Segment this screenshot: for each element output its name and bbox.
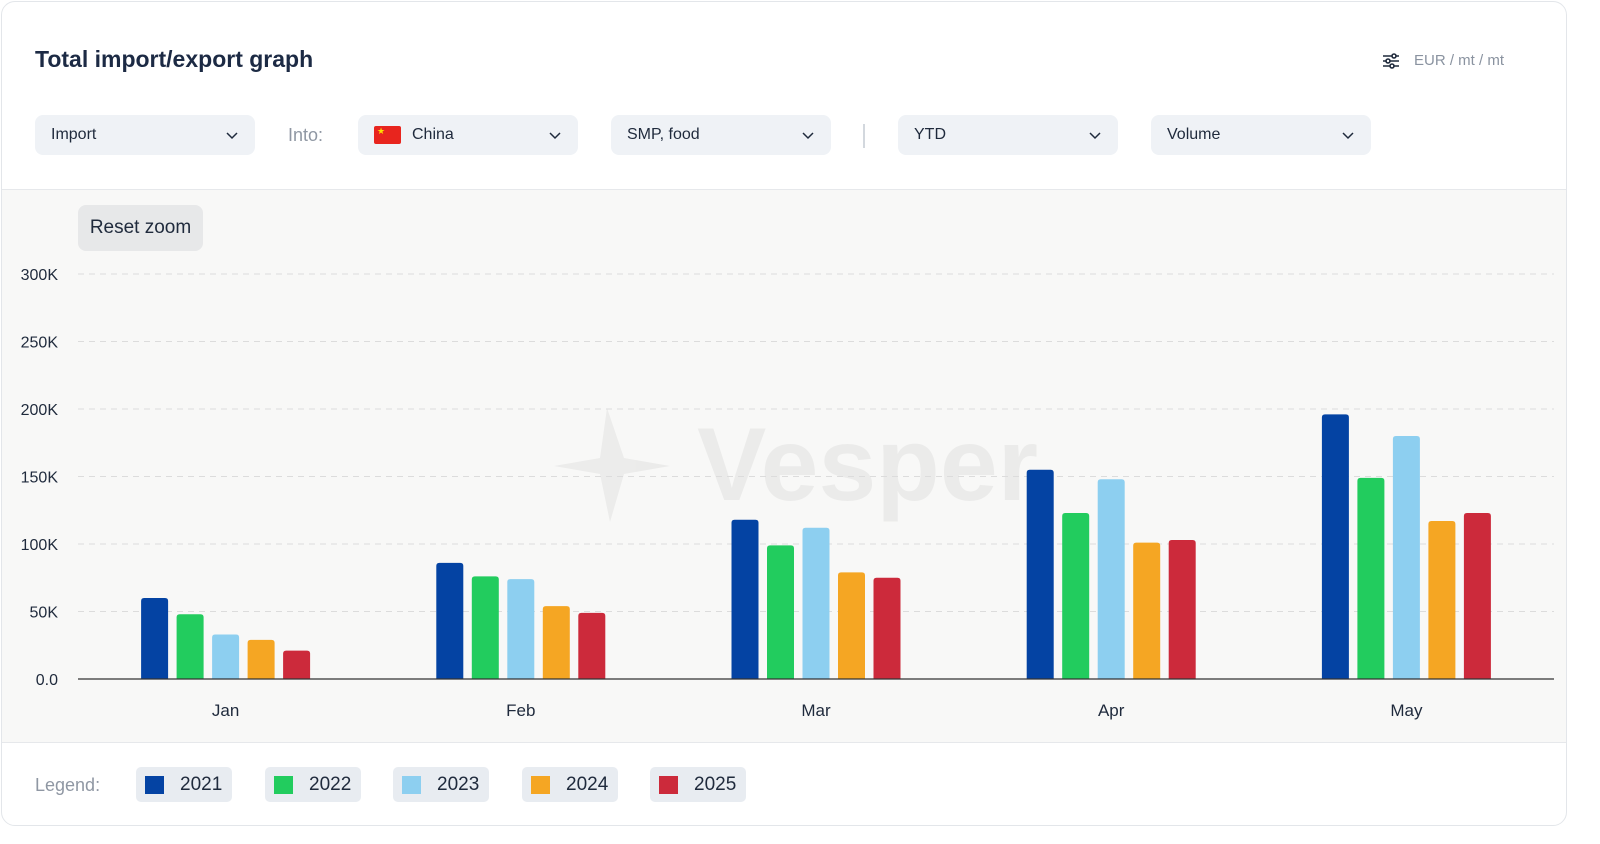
divider	[863, 124, 865, 148]
bar[interactable]	[212, 634, 240, 679]
measure-value: Volume	[1167, 126, 1221, 143]
bar[interactable]	[1463, 512, 1491, 679]
product-select[interactable]: SMP, food	[611, 115, 831, 155]
period-select[interactable]: YTD	[898, 115, 1118, 155]
legend-swatch	[274, 775, 293, 794]
bar[interactable]	[873, 577, 901, 679]
into-label: Into:	[288, 125, 324, 145]
bar[interactable]	[436, 562, 464, 679]
bar[interactable]	[1428, 521, 1456, 679]
y-tick-label: 150K	[21, 470, 59, 487]
watermark-text: Vesper	[697, 407, 1038, 523]
legend-item-2022[interactable]: 2022	[265, 767, 362, 802]
bar[interactable]	[542, 606, 570, 679]
bar[interactable]	[176, 614, 204, 679]
chevron-down-icon	[1342, 132, 1354, 140]
y-tick-label: 0.0	[36, 672, 58, 689]
bar[interactable]	[767, 545, 794, 679]
legend-item-2024[interactable]: 2024	[522, 767, 619, 802]
star-logo-icon	[554, 408, 670, 522]
bar[interactable]	[1133, 542, 1161, 679]
sliders-icon[interactable]	[1382, 52, 1400, 69]
legend-label: 2021	[180, 773, 223, 795]
chevron-down-icon	[802, 132, 814, 140]
legend-item-2023[interactable]: 2023	[393, 767, 490, 802]
product-value: SMP, food	[627, 126, 700, 143]
measure-select[interactable]: Volume	[1151, 115, 1371, 155]
units-label: EUR / mt / mt	[1414, 52, 1504, 69]
bar[interactable]	[1097, 479, 1125, 679]
chevron-down-icon	[226, 132, 238, 140]
bar[interactable]	[1168, 539, 1196, 679]
y-tick-label: 250K	[21, 335, 59, 352]
legend-swatch	[659, 775, 678, 794]
bar[interactable]	[731, 519, 759, 679]
legend-label: 2024	[566, 773, 609, 795]
bar[interactable]	[1392, 436, 1420, 679]
bar[interactable]	[1062, 512, 1090, 679]
bar[interactable]	[507, 579, 535, 679]
units-settings[interactable]: EUR / mt / mt	[1382, 52, 1504, 69]
bar-chart[interactable]: Vesper 0.0 50K 100K 150K 200K 250K 300K Jan Feb Ma…	[2, 190, 1567, 742]
legend-title: Legend:	[35, 775, 101, 795]
chart-card: Total import/export graph EUR / mt / mt …	[1, 1, 1567, 826]
country-value: China	[412, 126, 454, 143]
bar[interactable]	[838, 572, 865, 679]
bar[interactable]	[247, 639, 275, 679]
y-tick-label: 200K	[21, 402, 59, 419]
direction-select[interactable]: Import	[35, 115, 255, 155]
legend-label: 2023	[437, 773, 480, 795]
watermark: Vesper	[554, 407, 1038, 523]
legend-item-2025[interactable]: 2025	[650, 767, 747, 802]
x-tick-label: Mar	[801, 701, 831, 720]
legend: Legend: 2021 2022 2023 2024 2025	[2, 765, 1566, 805]
china-flag-icon: ★	[374, 126, 401, 144]
legend-label: 2022	[309, 773, 352, 795]
legend-swatch	[145, 775, 164, 794]
legend-swatch	[531, 775, 550, 794]
chart-area: Vesper 0.0 50K 100K 150K 200K 250K 300K Jan Feb Ma…	[2, 189, 1566, 743]
bar[interactable]	[1357, 477, 1385, 679]
page-title: Total import/export graph	[35, 46, 314, 72]
legend-item-2021[interactable]: 2021	[136, 767, 233, 802]
x-tick-label: Feb	[506, 701, 535, 720]
reset-zoom-button[interactable]: Reset zoom	[78, 205, 203, 251]
x-tick-label: May	[1390, 701, 1423, 720]
bar[interactable]	[141, 598, 169, 679]
bar[interactable]	[471, 576, 499, 679]
x-tick-label: Jan	[212, 701, 239, 720]
y-tick-label: 50K	[30, 605, 59, 622]
country-select[interactable]: ★ China	[358, 115, 578, 155]
period-value: YTD	[914, 126, 946, 143]
bar[interactable]	[802, 527, 830, 679]
bar[interactable]	[578, 612, 606, 679]
bar[interactable]	[283, 650, 311, 679]
y-tick-label: 300K	[21, 267, 59, 284]
bar[interactable]	[1026, 469, 1054, 679]
filter-bar: Import Into: ★ China SMP, food YTD Volum…	[2, 115, 1566, 157]
legend-swatch	[402, 775, 421, 794]
bar[interactable]	[1321, 414, 1349, 679]
chevron-down-icon	[1089, 132, 1101, 140]
direction-value: Import	[51, 126, 97, 143]
x-tick-label: Apr	[1098, 701, 1125, 720]
legend-label: 2025	[694, 773, 737, 795]
y-tick-label: 100K	[21, 537, 59, 554]
chevron-down-icon	[549, 132, 561, 140]
